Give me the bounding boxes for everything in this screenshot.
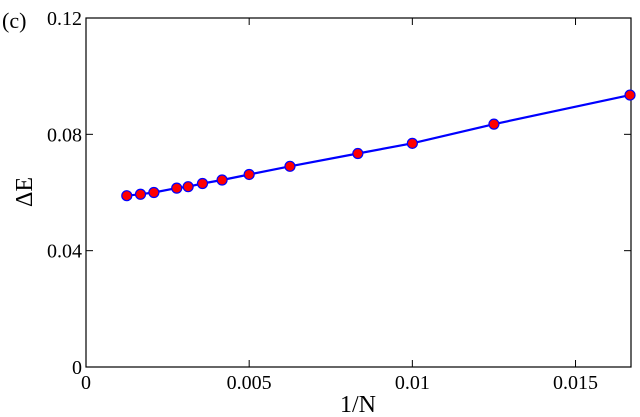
data-point (284, 160, 296, 172)
data-point (134, 188, 147, 200)
x-tick-label: 0 (81, 372, 91, 394)
data-point (171, 182, 183, 194)
data-point (196, 177, 209, 190)
data-point (406, 137, 418, 149)
series-layer (121, 89, 636, 202)
plot-frame (85, 17, 632, 368)
y-axis: 0 0.04 0.08 0.12 (47, 8, 631, 379)
data-point (243, 168, 255, 181)
y-tick-label: 0.08 (47, 124, 82, 146)
data-point (488, 118, 500, 130)
y-tick-label: 0 (72, 357, 82, 379)
x-tick-label: 0.015 (553, 372, 598, 394)
data-point (352, 147, 364, 160)
data-point (182, 181, 194, 193)
y-axis-label: ΔE (12, 177, 38, 207)
x-tick-label: 0.005 (227, 372, 272, 394)
x-axis: 0 0.005 0.01 0.015 (81, 18, 598, 394)
panel-label: (c) (2, 8, 26, 33)
data-point (148, 186, 160, 199)
data-point (216, 174, 228, 186)
data-point (121, 190, 133, 202)
y-tick-label: 0.12 (47, 8, 82, 30)
x-axis-label: 1/N (340, 392, 376, 417)
x-tick-label: 0.01 (395, 372, 430, 394)
data-point (624, 89, 636, 101)
y-tick-label: 0.04 (47, 241, 82, 263)
